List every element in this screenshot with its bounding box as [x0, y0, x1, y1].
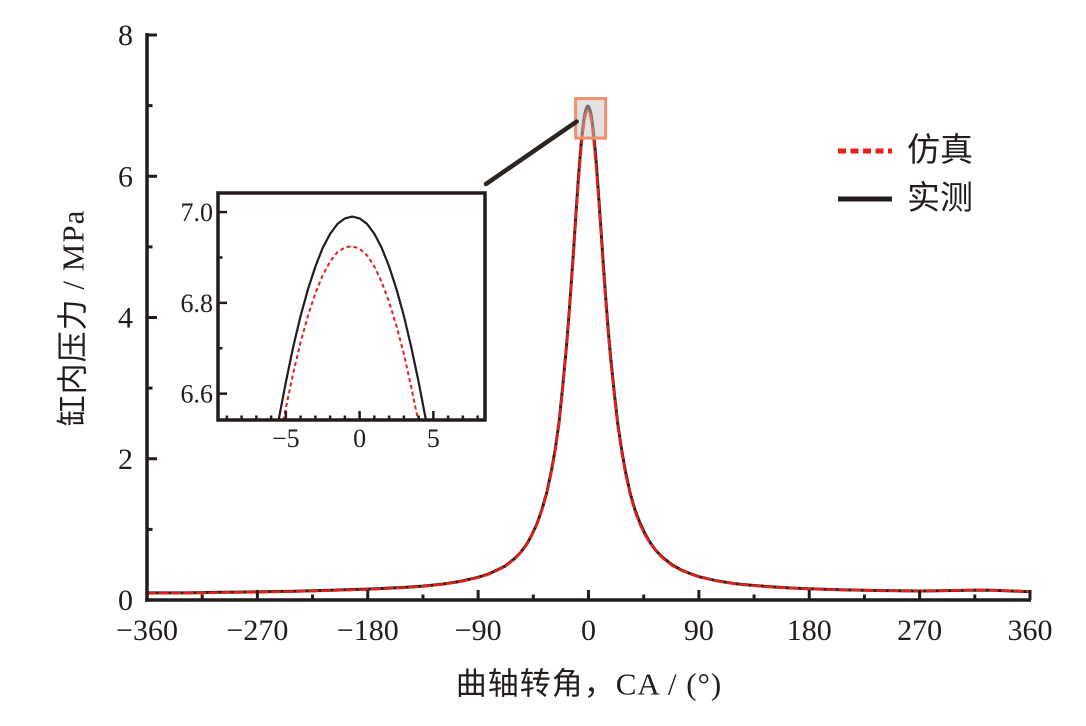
inset-background [218, 193, 485, 420]
inset-curves [277, 215, 428, 420]
x-tick-label: −360 [116, 614, 178, 647]
legend: 仿真 实测 [836, 133, 973, 218]
x-tick-label: 90 [684, 614, 714, 647]
measured-line-sample-icon [838, 196, 892, 202]
simulation-line-sample-icon [838, 148, 892, 154]
inset-y-tick-label: 6.6 [181, 380, 214, 409]
y-tick-label: 2 [118, 443, 133, 476]
y-tick-label: 0 [118, 584, 133, 617]
inset-x-tick-label: −5 [272, 424, 300, 453]
inset-y-tick-label: 7.0 [181, 198, 214, 227]
inset-x-tick-label: 0 [353, 424, 366, 453]
x-axis-title: 曲轴转角，CA / (°) [455, 666, 723, 702]
x-tick-label: 360 [1008, 614, 1053, 647]
legend-label-simulation: 仿真 [907, 133, 973, 169]
y-tick-label: 6 [118, 160, 133, 193]
x-tick-label: −270 [226, 614, 288, 647]
inset-measured-curve [277, 215, 428, 420]
inset-y-tick-label: 6.8 [181, 289, 214, 318]
x-tick-label: −90 [455, 614, 502, 647]
x-tick-label: 270 [897, 614, 942, 647]
legend-label-measured: 实测 [907, 181, 973, 218]
inset-x-tick-label: 5 [427, 424, 440, 453]
y-tick-label: 4 [118, 302, 133, 335]
y-axis-title: 缸内压力 / MPa [55, 209, 91, 427]
x-tick-label: 0 [581, 614, 596, 647]
inset-connector-line [483, 119, 579, 187]
inset-border [216, 191, 487, 422]
legend-item-measured: 实测 [836, 181, 973, 217]
legend-item-simulation: 仿真 [836, 133, 973, 169]
x-tick-label: −180 [337, 614, 399, 647]
peak-highlight-box [574, 97, 608, 140]
x-tick-label: 180 [787, 614, 832, 647]
y-tick-label: 8 [118, 19, 133, 52]
